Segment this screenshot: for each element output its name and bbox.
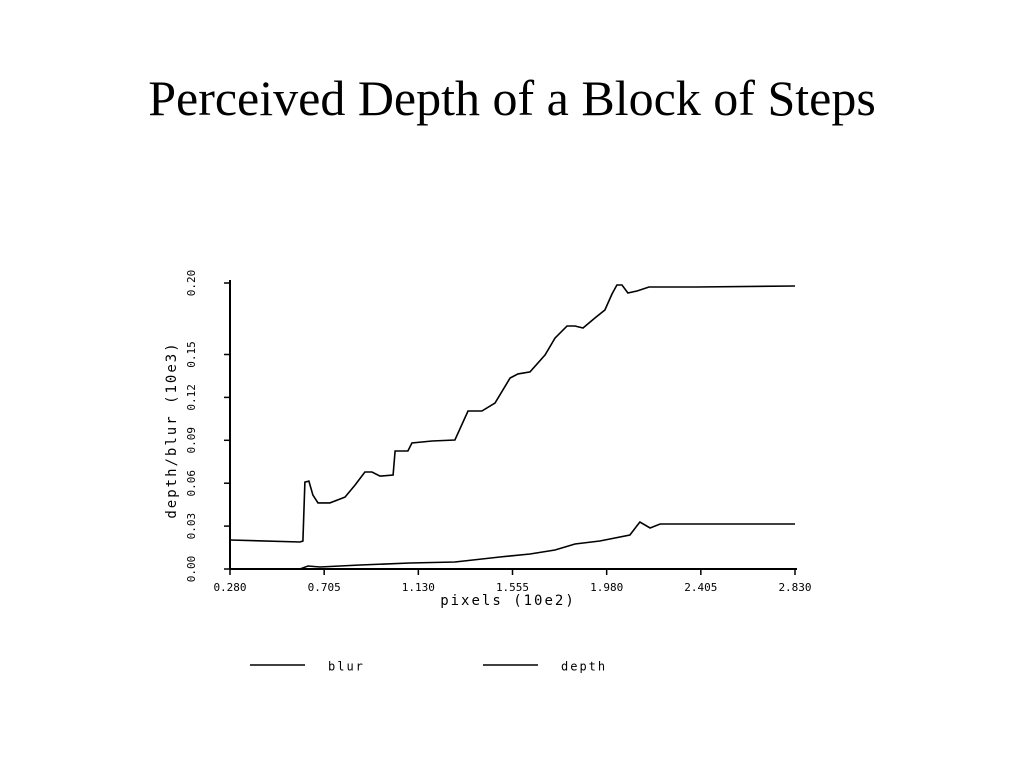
x-tick-label: 1.980 xyxy=(590,581,623,594)
series-line xyxy=(229,284,796,543)
y-tick-label: 0.06 xyxy=(185,470,198,497)
x-tick-label: 2.830 xyxy=(778,581,811,594)
y-tick-label: 0.09 xyxy=(185,427,198,454)
legend-label: blur xyxy=(328,660,365,674)
slide-title: Perceived Depth of a Block of Steps xyxy=(148,70,876,126)
x-tick-label: 0.705 xyxy=(308,581,341,594)
series-line xyxy=(230,520,795,570)
x-tick-label: 1.130 xyxy=(402,581,435,594)
x-tick-label: 0.280 xyxy=(213,581,246,594)
y-tick-label: 0.20 xyxy=(185,270,198,297)
x-tick-label: 1.555 xyxy=(496,581,529,594)
x-tick-label: 2.405 xyxy=(684,581,717,594)
legend-label: depth xyxy=(561,660,607,674)
y-tick-label: 0.15 xyxy=(185,341,198,368)
y-axis-label: depth/blur (10e3) xyxy=(164,341,180,518)
y-tick-label: 0.03 xyxy=(185,513,198,540)
x-axis-label: pixels (10e2) xyxy=(440,593,576,609)
y-tick-label: 0.12 xyxy=(185,384,198,411)
y-tick-label: 0.00 xyxy=(185,556,198,583)
